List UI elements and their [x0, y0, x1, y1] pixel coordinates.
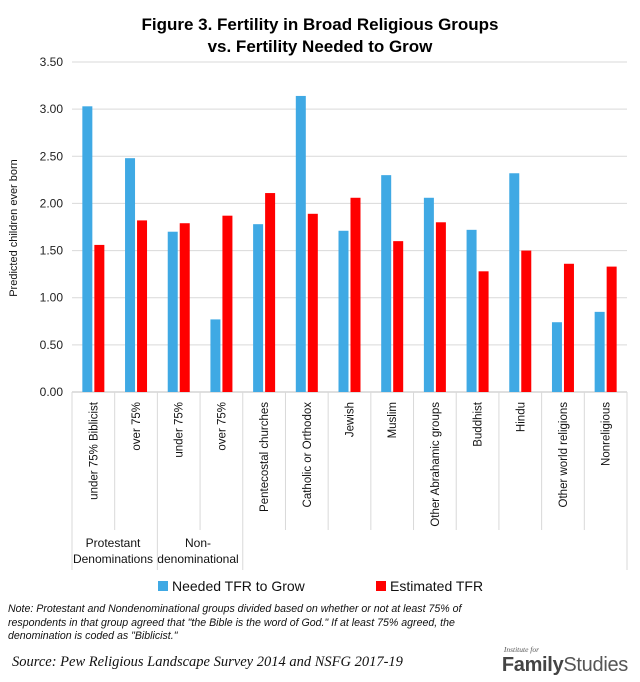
- category-label: Pentecostal churches: [259, 402, 271, 512]
- category-label: Other Abrahamic groups: [430, 402, 442, 527]
- source-text: Source: Pew Religious Landscape Survey 2…: [12, 654, 403, 670]
- bar-needed-tfr: [338, 230, 349, 392]
- bar-estimated-tfr: [521, 250, 532, 392]
- logo-family: Family: [501, 654, 564, 676]
- y-tick-label: 3.50: [40, 55, 64, 69]
- category-label: Muslim: [387, 402, 399, 438]
- bar-needed-tfr: [295, 95, 306, 392]
- family-studies-logo: Institute for FamilyStudies: [502, 645, 628, 677]
- y-tick-label: 2.00: [40, 196, 64, 210]
- y-tick-label: 1.00: [40, 291, 64, 305]
- bar-estimated-tfr: [435, 222, 446, 392]
- bar-needed-tfr: [466, 229, 477, 392]
- logo-small-text: Institute for: [503, 645, 540, 654]
- category-label: over 75%: [131, 402, 143, 451]
- y-tick-label: 0.50: [40, 338, 64, 352]
- category-label: over 75%: [216, 402, 228, 451]
- bar-needed-tfr: [167, 231, 178, 392]
- legend-swatch-estimated: [376, 581, 386, 591]
- y-axis-label: Predicted children ever born: [8, 159, 20, 297]
- bar-estimated-tfr: [94, 244, 105, 392]
- bars: [82, 95, 617, 393]
- legend: Needed TFR to Grow Estimated TFR: [158, 578, 483, 594]
- bar-estimated-tfr: [179, 223, 190, 392]
- legend-swatch-needed: [158, 581, 168, 591]
- group-label-protestant-line2: Denominations: [73, 552, 153, 566]
- category-label: Catholic or Orthodox: [302, 402, 314, 508]
- bar-estimated-tfr: [478, 271, 489, 392]
- group-label-nondenominational-line1: Non-: [185, 536, 211, 550]
- y-tick-label: 3.00: [40, 102, 64, 116]
- chart-title-line1: Figure 3. Fertility in Broad Religious G…: [141, 15, 498, 34]
- y-tick-label: 1.50: [40, 244, 64, 258]
- group-label-protestant-line1: Protestant: [86, 536, 141, 550]
- bar-estimated-tfr: [137, 220, 148, 392]
- chart-title-line2: vs. Fertility Needed to Grow: [208, 37, 434, 56]
- y-tick-label: 0.00: [40, 385, 64, 399]
- category-label: under 75%: [174, 402, 186, 458]
- bar-needed-tfr: [423, 197, 434, 392]
- bar-needed-tfr: [253, 224, 264, 392]
- bar-needed-tfr: [381, 175, 392, 392]
- logo-main-text: FamilyStudies: [502, 654, 628, 676]
- gridlines: [72, 61, 627, 393]
- category-label: under 75% Biblicist: [88, 401, 100, 500]
- category-label: Jewish: [345, 402, 357, 437]
- group-label-nondenominational-line2: denominational: [157, 552, 238, 566]
- bar-estimated-tfr: [307, 213, 318, 392]
- category-label: Hindu: [515, 402, 527, 432]
- chart-note: Note: Protestant and Nondenominational g…: [8, 603, 462, 642]
- legend-label-needed: Needed TFR to Grow: [172, 578, 306, 594]
- category-label: Buddhist: [473, 401, 485, 447]
- legend-label-estimated: Estimated TFR: [390, 578, 483, 594]
- y-tick-label: 2.50: [40, 149, 64, 163]
- bar-needed-tfr: [125, 158, 136, 392]
- chart: Figure 3. Fertility in Broad Religious G…: [8, 15, 628, 594]
- bar-estimated-tfr: [222, 215, 233, 392]
- y-tick-labels: 0.00 0.50 1.00 1.50 2.00 2.50 3.00 3.50: [40, 55, 64, 399]
- bar-estimated-tfr: [606, 266, 617, 392]
- bar-needed-tfr: [551, 322, 562, 392]
- bar-needed-tfr: [82, 106, 93, 393]
- logo-studies: Studies: [563, 654, 628, 676]
- bar-estimated-tfr: [393, 241, 404, 392]
- group-labels: Protestant Denominations Non- denominati…: [73, 536, 239, 566]
- bar-estimated-tfr: [350, 197, 361, 392]
- bar-needed-tfr: [210, 319, 221, 392]
- category-label: Nonreligious: [601, 402, 613, 466]
- bar-needed-tfr: [509, 173, 520, 392]
- bar-estimated-tfr: [265, 193, 276, 392]
- bar-needed-tfr: [594, 311, 605, 392]
- bar-estimated-tfr: [563, 263, 574, 392]
- category-labels: under 75% Biblicist over 75% under 75% over…: [71, 392, 628, 570]
- category-label: Other world religions: [558, 402, 570, 508]
